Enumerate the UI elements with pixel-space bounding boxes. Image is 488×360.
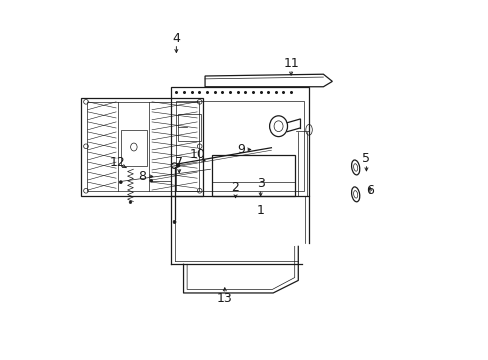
Text: 1: 1 bbox=[256, 204, 264, 217]
Ellipse shape bbox=[119, 181, 122, 184]
Text: 4: 4 bbox=[172, 32, 180, 45]
Ellipse shape bbox=[149, 179, 152, 182]
Text: 8: 8 bbox=[138, 170, 146, 183]
Ellipse shape bbox=[129, 201, 131, 203]
Ellipse shape bbox=[173, 220, 176, 224]
Text: 11: 11 bbox=[283, 57, 298, 70]
Text: 6: 6 bbox=[366, 184, 373, 197]
Text: 5: 5 bbox=[362, 152, 370, 165]
Ellipse shape bbox=[176, 163, 180, 167]
Text: 3: 3 bbox=[256, 177, 264, 190]
Text: 7: 7 bbox=[175, 156, 183, 168]
Text: 13: 13 bbox=[217, 292, 232, 305]
Text: 10: 10 bbox=[189, 148, 204, 161]
Text: 2: 2 bbox=[231, 181, 239, 194]
Text: 12: 12 bbox=[109, 156, 125, 168]
Text: 9: 9 bbox=[237, 143, 244, 156]
